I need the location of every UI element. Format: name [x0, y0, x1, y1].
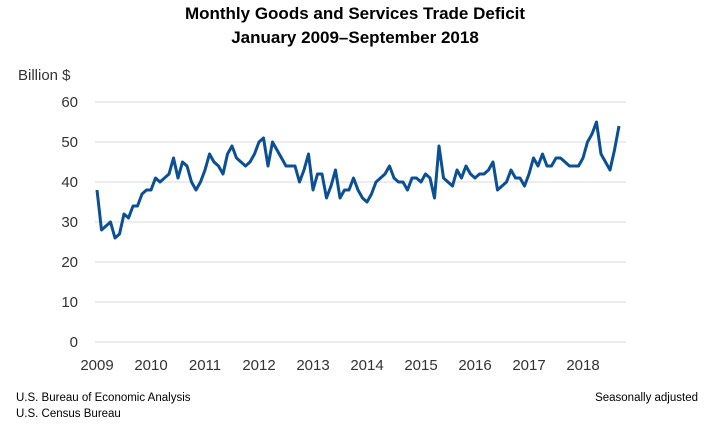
x-tick-label: 2017 — [512, 357, 545, 374]
y-tick-label: 40 — [61, 174, 78, 191]
source-bea: U.S. Bureau of Economic Analysis — [16, 392, 191, 404]
x-tick-label: 2012 — [242, 357, 275, 374]
source-census: U.S. Census Bureau — [16, 408, 121, 420]
y-tick-label: 20 — [61, 254, 78, 271]
x-tick-label: 2011 — [189, 357, 221, 374]
x-tick-label: 2013 — [296, 357, 329, 374]
x-tick-label: 2014 — [350, 357, 383, 374]
x-tick-label: 2009 — [80, 357, 113, 374]
x-tick-label: 2016 — [458, 357, 491, 374]
x-tick-label: 2015 — [404, 357, 437, 374]
x-tick-label: 2010 — [134, 357, 167, 374]
y-tick-label: 50 — [61, 134, 78, 151]
chart-subtitle: January 2009–September 2018 — [231, 28, 479, 47]
y-tick-label: 10 — [61, 294, 78, 311]
y-tick-label: 30 — [61, 214, 78, 231]
y-tick-label: 60 — [61, 94, 78, 111]
trade-deficit-line — [95, 120, 621, 240]
x-tick-label: 2018 — [566, 357, 599, 374]
seasonal-note: Seasonally adjusted — [595, 392, 698, 404]
chart-title: Monthly Goods and Services Trade Deficit — [184, 4, 526, 23]
y-tick-label: 0 — [70, 334, 78, 351]
y-axis-label: Billion $ — [18, 67, 71, 84]
